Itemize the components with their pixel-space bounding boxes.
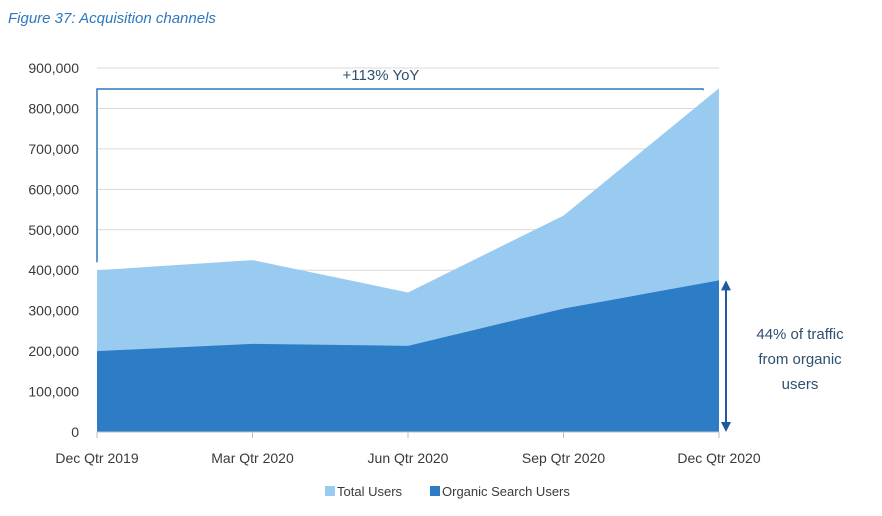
y-tick-label: 400,000 xyxy=(28,262,79,278)
y-tick-label: 300,000 xyxy=(28,303,79,319)
x-axis: Dec Qtr 2019 Mar Qtr 2020 Jun Qtr 2020 Sep … xyxy=(55,431,761,466)
organic-share-line-1: 44% of traffic xyxy=(756,326,844,343)
y-tick-label: 100,000 xyxy=(28,384,79,400)
y-tick-label: 800,000 xyxy=(28,100,79,116)
figure-title: Figure 37: Acquisition channels xyxy=(8,10,216,27)
y-tick-label: 900,000 xyxy=(28,60,79,76)
x-tick-label: Sep Qtr 2020 xyxy=(522,450,605,466)
x-tick-label: Jun Qtr 2020 xyxy=(368,450,449,466)
organic-share-line-3: users xyxy=(782,376,819,393)
x-tick-label: Dec Qtr 2019 xyxy=(55,450,138,466)
arrow-head-top xyxy=(721,280,731,291)
organic-search-users-area xyxy=(97,280,719,432)
y-tick-label: 500,000 xyxy=(28,222,79,238)
x-tick-label: Mar Qtr 2020 xyxy=(211,450,294,466)
yoy-label: +113% YoY xyxy=(343,67,420,84)
legend-label-total-users: Total Users xyxy=(337,484,403,499)
legend-swatch-total-users xyxy=(325,486,335,496)
x-tick-label: Dec Qtr 2020 xyxy=(677,450,760,466)
annotations: +113% YoY 44% of traffic from organic us… xyxy=(96,67,844,432)
legend-swatch-organic-search-users xyxy=(430,486,440,496)
yoy-bracket xyxy=(96,88,704,263)
y-tick-label: 700,000 xyxy=(28,141,79,157)
arrow-head-bottom xyxy=(721,422,731,432)
y-tick-label: 600,000 xyxy=(28,181,79,197)
y-tick-label: 200,000 xyxy=(28,343,79,359)
legend: Total Users Organic Search Users xyxy=(325,484,570,499)
chart-areas xyxy=(97,88,719,432)
y-tick-label: 0 xyxy=(71,424,79,440)
legend-label-organic-search-users: Organic Search Users xyxy=(442,484,570,499)
y-axis-ticks: 0 100,000 200,000 300,000 400,000 500,000 600,… xyxy=(28,60,79,440)
organic-share-line-2: from organic xyxy=(758,351,842,368)
